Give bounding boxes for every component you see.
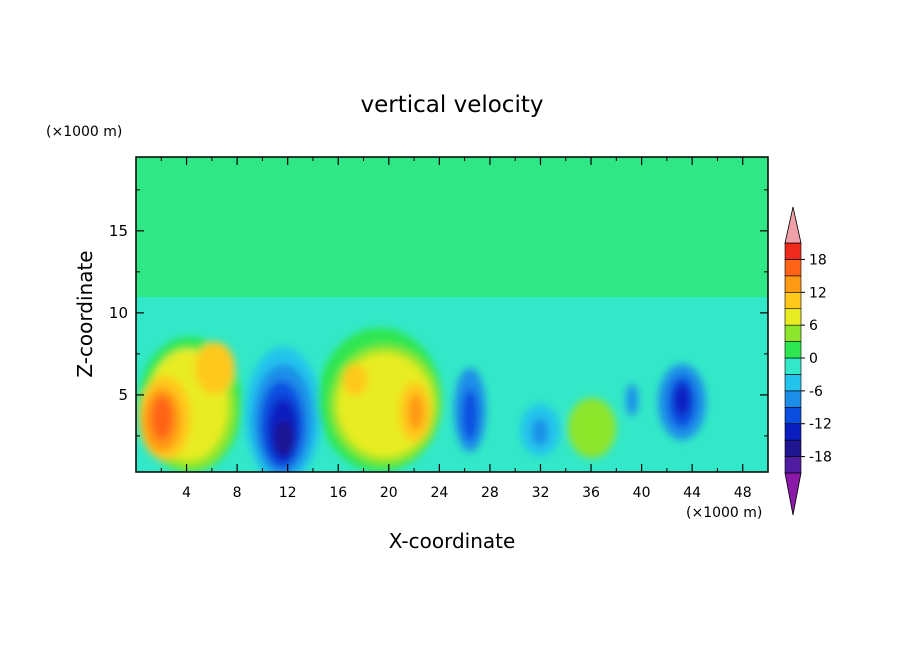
colorbar-segment [784, 275, 802, 293]
colorbar-tick-label: -12 [809, 417, 832, 433]
x-tick-label: 20 [380, 485, 398, 501]
y-tick-label: 15 [109, 222, 128, 240]
x-axis-ticks: 4 8 12 16 20 24 28 32 36 40 44 48 [160, 157, 752, 501]
colorbar-extend-top [784, 206, 802, 244]
colorbar-tick-label: 18 [809, 252, 827, 268]
x-tick-label: 48 [734, 485, 752, 501]
x-tick-label: 8 [233, 485, 242, 501]
colorbar-segment [784, 259, 802, 277]
y-axis-label: Z-coordinate [73, 250, 97, 377]
y-tick-label: 5 [118, 386, 128, 404]
colorbar-segment [784, 390, 802, 408]
colorbar-segment [784, 374, 802, 392]
colorbar-segment [784, 308, 802, 326]
x-tick-label: 12 [279, 485, 297, 501]
x-unit-label: (×1000 m) [686, 505, 762, 521]
x-tick-label: 36 [582, 485, 600, 501]
colorbar-segment [784, 291, 802, 310]
plot-frame [135, 156, 769, 473]
colorbar-segment [784, 439, 802, 457]
colorbar-tick-label: -6 [809, 384, 823, 400]
y-axis-ticks: 5 10 15 [109, 189, 768, 437]
colorbar-segment [784, 341, 802, 359]
colorbar-segment [784, 406, 802, 425]
contour-field [136, 157, 768, 472]
colorbar-tick-label: 12 [809, 285, 827, 301]
x-tick-label: 44 [683, 485, 701, 501]
x-tick-label: 4 [182, 485, 191, 501]
colorbar-extend-bottom [784, 472, 802, 516]
colorbar-segment [784, 423, 802, 441]
colorbar-segment [784, 456, 802, 474]
colorbar-segment [784, 357, 802, 375]
x-axis-label: X-coordinate [389, 529, 516, 553]
colorbar-tick-label: -18 [809, 450, 832, 466]
colorbar-segment [784, 242, 802, 260]
colorbar-tick-label: 6 [809, 318, 818, 334]
x-tick-label: 40 [633, 485, 651, 501]
x-tick-label: 32 [532, 485, 550, 501]
x-tick-label: 16 [329, 485, 347, 501]
y-tick-label: 10 [109, 304, 128, 322]
colorbar: -18 -12 -6 0 6 12 18 [784, 206, 832, 516]
y-unit-label: (×1000 m) [46, 124, 122, 140]
colorbar-segment [784, 324, 802, 342]
x-tick-label: 24 [430, 485, 448, 501]
colorbar-tick-label: 0 [809, 351, 818, 367]
x-tick-label: 28 [481, 485, 499, 501]
chart-title: vertical velocity [361, 92, 544, 118]
